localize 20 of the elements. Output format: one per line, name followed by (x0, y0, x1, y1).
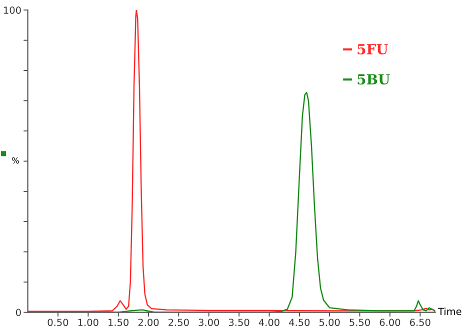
line-series (28, 10, 436, 312)
x-tick-label: 4.00 (258, 318, 280, 326)
x-tick-label: 2.50 (168, 318, 189, 326)
legend-label: 5FU (358, 44, 388, 54)
x-tick-label: 3.50 (228, 318, 250, 326)
x-tick-label: 1.00 (78, 318, 98, 326)
x-tick-label: 6.50 (410, 318, 430, 326)
y-tick-label: 0 (16, 308, 21, 316)
y-tick-label: 100 (4, 6, 21, 14)
x-tick-label: 2.00 (138, 318, 159, 326)
x-tick-label: 3.00 (198, 318, 220, 326)
y-axis-title: % (12, 157, 19, 164)
x-tick-label: 0.50 (48, 318, 68, 326)
x-tick-label: 1.50 (108, 318, 128, 326)
legend-label: 5BU (358, 74, 390, 85)
x-tick-label: 6.00 (380, 318, 400, 326)
x-tick-label: 5.00 (320, 318, 340, 326)
x-axis-title: Time (438, 308, 462, 316)
x-tick-label: 5.50 (350, 318, 370, 326)
x-tick-label: 4.50 (289, 318, 310, 326)
